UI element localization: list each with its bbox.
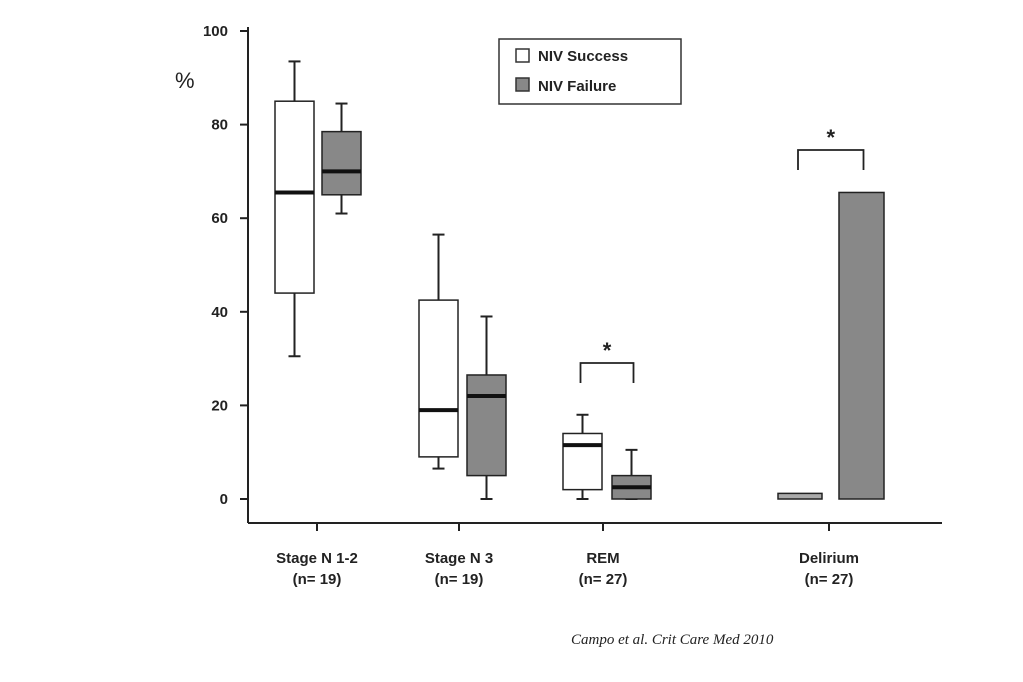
x-category-n-label: (n= 27) xyxy=(579,571,628,588)
y-tick-label: 100 xyxy=(203,23,228,40)
plot-area: ** xyxy=(274,60,885,500)
y-tick-label: 0 xyxy=(220,491,228,508)
y-axis-label: % xyxy=(175,68,195,93)
legend-swatch-success xyxy=(515,48,530,63)
box-plot xyxy=(466,315,507,500)
y-tick-label: 60 xyxy=(211,210,228,227)
significance-bracket xyxy=(579,362,635,383)
box-plot xyxy=(321,102,362,215)
x-category-label: Stage N 1-2 xyxy=(276,550,358,567)
y-tick-label: 80 xyxy=(211,117,228,134)
box-iqr xyxy=(418,299,459,458)
significance-bracket xyxy=(797,149,865,170)
box-plot xyxy=(418,233,459,470)
legend-label-failure: NIV Failure xyxy=(538,78,616,95)
legend: NIV Success NIV Failure xyxy=(498,38,682,105)
bar xyxy=(777,492,823,500)
x-category-n-label: (n= 19) xyxy=(293,571,342,588)
y-tick-label: 40 xyxy=(211,304,228,321)
x-category-label: Delirium xyxy=(799,550,859,567)
box-plot xyxy=(274,60,315,358)
bar xyxy=(838,191,885,500)
legend-swatch-failure xyxy=(515,77,530,92)
significance-asterisk: * xyxy=(603,338,612,363)
x-category-n-label: (n= 27) xyxy=(805,571,854,588)
box-plot xyxy=(611,448,652,500)
box-iqr xyxy=(274,100,315,294)
box-iqr xyxy=(321,130,362,196)
x-category-label: REM xyxy=(586,550,619,567)
box-iqr xyxy=(562,432,603,491)
axes: 0 20 40 60 80 100% Stage N 1-2 (n= 19) Stage N 3… xyxy=(175,23,942,588)
significance-asterisk: * xyxy=(826,125,835,150)
legend-label-success: NIV Success xyxy=(538,48,628,65)
box-iqr xyxy=(466,374,507,477)
y-tick-label: 20 xyxy=(211,397,228,414)
x-category-label: Stage N 3 xyxy=(425,550,493,567)
x-category-n-label: (n= 19) xyxy=(435,571,484,588)
citation: Campo et al. Crit Care Med 2010 xyxy=(571,632,774,648)
box-plot xyxy=(562,413,603,500)
